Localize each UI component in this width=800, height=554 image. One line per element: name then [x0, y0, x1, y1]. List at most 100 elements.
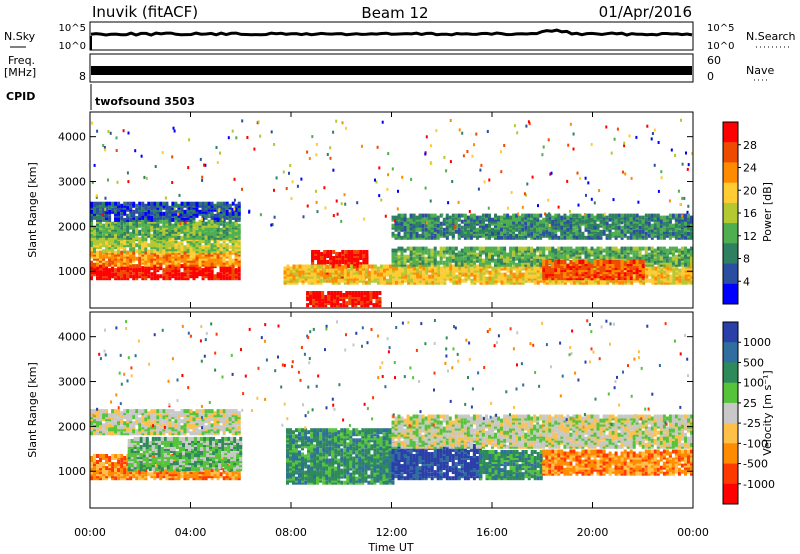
power-cell: [387, 173, 390, 177]
power-cell: [360, 299, 364, 304]
power-cell: [436, 223, 440, 228]
power-cell: [234, 268, 238, 273]
power-cell: [509, 227, 513, 232]
power-cell: [180, 264, 184, 269]
power-cell: [485, 246, 488, 251]
power-cell: [347, 258, 351, 262]
power-cell: [542, 268, 546, 273]
power-cell: [503, 213, 507, 218]
power-cell: [186, 274, 190, 279]
power-cell: [301, 264, 305, 269]
power-cell: [605, 215, 609, 220]
power-cell: [400, 213, 404, 218]
power-cell: [569, 246, 573, 251]
power-cell: [225, 215, 229, 220]
power-cell: [141, 266, 145, 271]
power-cell: [690, 227, 693, 232]
power-cell: [386, 187, 389, 191]
power-cell: [581, 260, 585, 264]
power-cell: [376, 280, 380, 285]
power-cell: [398, 268, 401, 273]
power-cell: [416, 278, 420, 283]
power-cell: [389, 264, 392, 269]
power-cell: [225, 209, 229, 214]
power-cell: [560, 276, 564, 281]
power-cell: [645, 278, 649, 283]
power-cell: [332, 250, 336, 254]
power-cell: [153, 209, 157, 214]
power-cell: [132, 225, 136, 230]
power-cell: [180, 227, 184, 232]
power-cell: [186, 270, 190, 275]
power-cell: [454, 229, 458, 234]
power-cell: [102, 203, 106, 208]
power-cell: [605, 125, 608, 129]
power-cell: [105, 260, 109, 265]
power-cell: [231, 221, 235, 226]
power-cell: [690, 250, 693, 255]
power-cell: [638, 229, 642, 234]
power-cell: [216, 201, 220, 206]
power-cell: [114, 215, 118, 220]
power-cell: [207, 254, 211, 259]
power-cell: [436, 217, 440, 222]
power-cell: [515, 213, 519, 218]
power-cell: [237, 203, 241, 208]
power-cell: [626, 229, 630, 234]
power-cell: [671, 231, 675, 236]
power-cell: [324, 299, 328, 304]
power-cell: [635, 227, 639, 232]
power-cell: [90, 260, 93, 265]
power-cell: [638, 272, 642, 277]
power-cell: [641, 272, 645, 277]
power-cell: [144, 247, 148, 252]
power-cell: [576, 171, 579, 175]
power-cell: [120, 203, 124, 208]
power-cell: [620, 246, 624, 251]
power-cell: [491, 268, 495, 273]
power-cell: [219, 272, 223, 277]
power-cell: [117, 249, 121, 254]
power-cell: [560, 215, 564, 220]
power-cell: [363, 291, 367, 295]
power-cell: [637, 200, 640, 204]
power-cell: [604, 212, 606, 216]
power-cell: [225, 243, 229, 248]
power-cell: [403, 231, 407, 236]
power-cell: [179, 222, 182, 226]
power-cell: [219, 213, 223, 218]
power-cell: [326, 272, 330, 277]
power-cell: [500, 150, 502, 154]
power-cell: [183, 272, 187, 277]
power-cell: [132, 209, 136, 214]
power-cell: [497, 235, 500, 240]
power-cell: [594, 266, 597, 271]
power-cell: [584, 272, 588, 277]
power-cell: [123, 201, 127, 206]
power-cell: [503, 246, 507, 251]
power-cell: [644, 254, 648, 259]
power-cell: [581, 219, 585, 224]
power-cell: [213, 223, 217, 228]
power-cell: [189, 201, 193, 206]
power-cell: [659, 256, 663, 261]
power-cell: [512, 225, 516, 230]
power-cell: [500, 260, 503, 265]
power-cell: [150, 203, 154, 208]
power-cell: [329, 250, 333, 254]
power-cell: [186, 247, 190, 252]
power-cell: [132, 215, 136, 220]
power-cell: [497, 217, 500, 222]
power-cell: [198, 203, 202, 208]
power-cell: [386, 264, 389, 269]
power-cell: [539, 274, 543, 279]
power-cell: [219, 256, 223, 261]
power-cell: [548, 217, 552, 222]
power-cell: [349, 268, 353, 273]
power-cell: [138, 264, 142, 269]
power-cell: [150, 276, 154, 281]
power-cell: [530, 246, 534, 251]
power-cell: [690, 225, 693, 230]
power-cell: [545, 272, 549, 277]
power-cell: [544, 212, 547, 216]
